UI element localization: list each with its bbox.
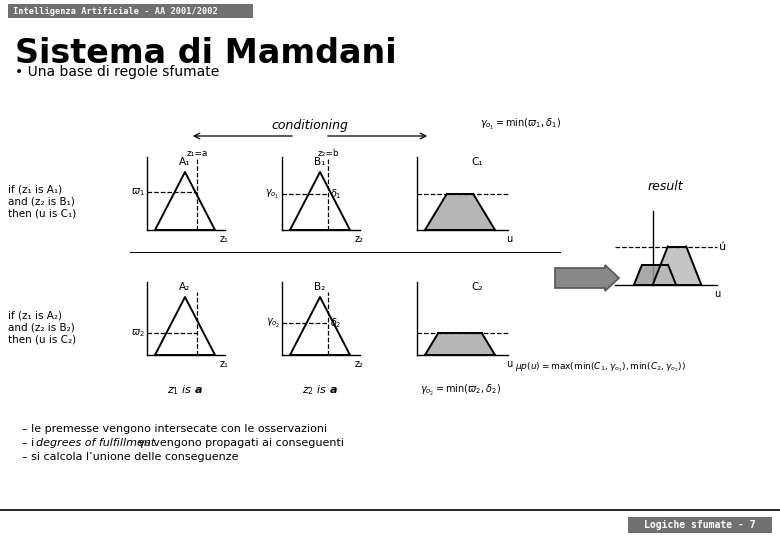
Text: $\mu p(u) = \max(\min(C_1, \gamma_{o_1}), \min(C_2, \gamma_{o_2}))$: $\mu p(u) = \max(\min(C_1, \gamma_{o_1})…	[515, 360, 686, 374]
Text: $z_1$ is $\boldsymbol{a}$: $z_1$ is $\boldsymbol{a}$	[167, 383, 203, 397]
Text: $\gamma_{o_2}$: $\gamma_{o_2}$	[265, 316, 280, 329]
Bar	[628, 517, 772, 533]
Text: Sistema di Mamdani: Sistema di Mamdani	[15, 37, 396, 70]
Text: u: u	[506, 234, 512, 244]
Text: then (u is C₂): then (u is C₂)	[8, 334, 76, 344]
Text: conditioning: conditioning	[271, 119, 349, 132]
Text: C₂: C₂	[471, 282, 483, 292]
Text: z₂: z₂	[355, 359, 363, 369]
Text: $\gamma_{o_2}= \min(\varpi_2, \delta_2)$: $\gamma_{o_2}= \min(\varpi_2, \delta_2)$	[420, 383, 501, 398]
Text: A₂: A₂	[179, 282, 190, 292]
Bar	[8, 4, 253, 18]
Text: u: u	[506, 359, 512, 369]
Text: then (u is C₁): then (u is C₁)	[8, 209, 76, 219]
Text: z₂=b: z₂=b	[317, 149, 339, 158]
Text: Intelligenza Artificiale - AA 2001/2002: Intelligenza Artificiale - AA 2001/2002	[13, 6, 218, 16]
Text: A₁: A₁	[179, 157, 190, 167]
Text: $z_2$ is $\boldsymbol{a}$: $z_2$ is $\boldsymbol{a}$	[302, 383, 338, 397]
Text: B₁: B₁	[314, 157, 326, 167]
Text: – i: – i	[22, 438, 37, 448]
Text: γₒ vengono propagati ai conseguenti: γₒ vengono propagati ai conseguenti	[135, 438, 344, 448]
Polygon shape	[425, 194, 495, 230]
Text: B₂: B₂	[314, 282, 325, 292]
Polygon shape	[425, 333, 495, 355]
Text: if (z₁ is A₂): if (z₁ is A₂)	[8, 310, 62, 320]
Text: result: result	[647, 180, 682, 193]
Text: z₂: z₂	[355, 234, 363, 244]
FancyArrow shape	[555, 265, 619, 291]
Text: – si calcola l’unione delle conseguenze: – si calcola l’unione delle conseguenze	[22, 452, 239, 462]
Text: Logiche sfumate - 7: Logiche sfumate - 7	[644, 520, 756, 530]
Text: degrees of fulfillment: degrees of fulfillment	[36, 438, 155, 448]
Text: if (z₁ is A₁): if (z₁ is A₁)	[8, 185, 62, 195]
Text: z₁=a: z₁=a	[186, 149, 207, 158]
Text: C₁: C₁	[471, 157, 483, 167]
Text: – le premesse vengono intersecate con le osservazioni: – le premesse vengono intersecate con le…	[22, 424, 327, 434]
Text: ú: ú	[719, 241, 726, 252]
Text: and (z₂ is B₂): and (z₂ is B₂)	[8, 322, 75, 332]
Polygon shape	[653, 247, 701, 285]
Text: u: u	[714, 289, 720, 299]
Text: $\gamma_{o_1}= \min(\varpi_1, \delta_1)$: $\gamma_{o_1}= \min(\varpi_1, \delta_1)$	[480, 117, 561, 132]
Text: $\gamma_{o_1}$: $\gamma_{o_1}$	[265, 187, 280, 200]
Text: z₁: z₁	[219, 359, 229, 369]
Text: and (z₂ is B₁): and (z₂ is B₁)	[8, 197, 75, 207]
Text: z₁: z₁	[219, 234, 229, 244]
Text: $\delta_1$: $\delta_1$	[330, 187, 342, 201]
Text: $\delta_2$: $\delta_2$	[330, 316, 342, 330]
Text: $\varpi_1$: $\varpi_1$	[131, 186, 145, 198]
Polygon shape	[634, 265, 676, 285]
Text: • Una base di regole sfumate: • Una base di regole sfumate	[15, 65, 219, 79]
Text: $\varpi_2$: $\varpi_2$	[131, 327, 145, 339]
